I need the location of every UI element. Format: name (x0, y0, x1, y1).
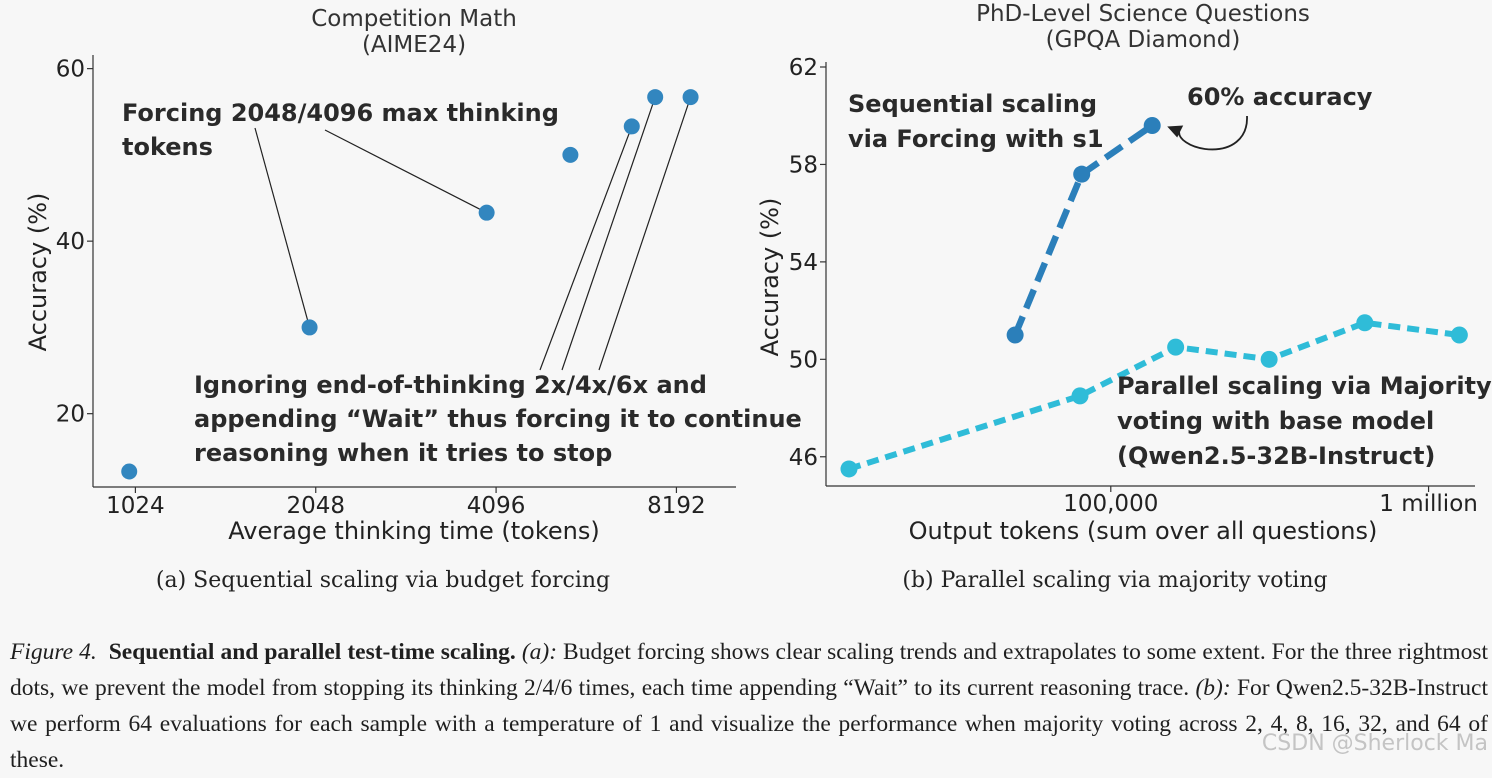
series-0-point-1 (1073, 165, 1091, 183)
chart-title-line: (GPQA Diamond) (1046, 27, 1241, 53)
series-0-label-line: via Forcing with s1 (848, 125, 1104, 153)
series-0-point-0 (1006, 326, 1024, 344)
y-axis-label: Accuracy (%) (756, 198, 784, 357)
y-tick-label: 58 (789, 152, 818, 178)
data-point-6 (682, 89, 699, 106)
series-1-point-4 (1356, 314, 1374, 332)
annotation-leader-line (539, 126, 633, 371)
chart-gpqa: PhD-Level Science Questions(GPQA Diamond… (756, 1, 1492, 593)
caption-bold-title: Sequential and parallel test-time scalin… (108, 639, 516, 665)
caption-b-text: For Qwen2.5-32B-Instruct we perform 64 e… (10, 675, 1488, 773)
annotation-leader-line (598, 96, 692, 371)
y-tick-label: 60 (56, 57, 85, 83)
series-1-point-5 (1450, 326, 1468, 344)
annotation-forcing-line: Forcing 2048/4096 max thinking (122, 99, 559, 127)
series-1-label-line: (Qwen2.5-32B-Instruct) (1117, 442, 1435, 470)
series-1-point-1 (1071, 387, 1089, 405)
annotation-arrow-line (1178, 115, 1248, 151)
annotation-arrow-head (1167, 125, 1184, 138)
annotation-leader-line (561, 96, 656, 371)
series-0-label-line: Sequential scaling (848, 90, 1097, 118)
annotation-leader-line (324, 129, 487, 214)
y-tick-label: 50 (789, 347, 818, 373)
data-point-4 (623, 118, 640, 135)
data-point-5 (647, 89, 664, 106)
data-point-2 (478, 204, 495, 221)
watermark: CSDN @Sherlock Ma (1261, 731, 1488, 756)
chart-aime24: Competition Math(AIME24) 20 40 60 1024 2048 40… (24, 6, 802, 593)
x-tick-label: 100,000 (1063, 491, 1158, 517)
x-tick-label: 4096 (467, 493, 526, 519)
annotation-forcing-line: tokens (122, 133, 213, 161)
chart-title-line: PhD-Level Science Questions (976, 1, 1310, 27)
x-tick-label: 8192 (647, 493, 706, 519)
x-tick-label: 2048 (286, 493, 345, 519)
figure: Competition Math(AIME24) 20 40 60 1024 2048 40… (24, 1, 1492, 593)
caption-label: Figure 4. (10, 639, 97, 665)
x-tick-label: 1024 (106, 493, 165, 519)
series-1-line (848, 319, 1460, 472)
x-axis-label: Average thinking time (tokens) (228, 517, 600, 545)
chart-title-line: (AIME24) (362, 32, 466, 58)
x-axis-label: Output tokens (sum over all questions) (909, 517, 1378, 545)
accuracy-annotation: 60% accuracy (1187, 83, 1373, 111)
annotation-ignoring-line: Ignoring end-of-thinking 2x/4x/6x and (194, 371, 707, 399)
series-1-label-line: voting with base model (1117, 407, 1434, 435)
series-1-point-3 (1260, 350, 1278, 368)
annotation-ignoring-line: appending “Wait” thus forcing it to cont… (194, 405, 802, 433)
y-axis-label: Accuracy (%) (24, 193, 52, 352)
subcaption-a: (a) Sequential scaling via budget forcin… (156, 568, 610, 593)
figure-caption: Figure 4. Sequential and parallel test-t… (10, 634, 1488, 778)
chart-title-line: Competition Math (311, 6, 517, 32)
series-0-point-2 (1143, 116, 1161, 134)
caption-b-label: (b): (1195, 675, 1231, 701)
data-point-3 (562, 146, 579, 163)
series-1-point-2 (1167, 338, 1185, 356)
caption-a-text: Budget forcing shows clear scaling trend… (10, 639, 1489, 701)
y-tick-label: 46 (789, 445, 818, 471)
y-tick-label: 62 (789, 55, 818, 81)
series-0-line (1012, 122, 1155, 337)
y-tick-label: 54 (789, 250, 818, 276)
series-1-point-0 (840, 460, 858, 478)
annotation-ignoring-line: reasoning when it tries to stop (194, 439, 612, 467)
y-tick-label: 20 (56, 402, 85, 428)
y-tick-label: 40 (56, 229, 85, 255)
x-tick-label: 1 million (1379, 491, 1478, 517)
caption-a-label: (a): (521, 639, 558, 665)
series-1-label-line: Parallel scaling via Majority (1117, 372, 1492, 400)
subcaption-b: (b) Parallel scaling via majority voting (902, 568, 1327, 593)
data-point-0 (121, 463, 138, 480)
data-point-1 (301, 319, 318, 336)
annotation-leader-line (254, 127, 311, 328)
